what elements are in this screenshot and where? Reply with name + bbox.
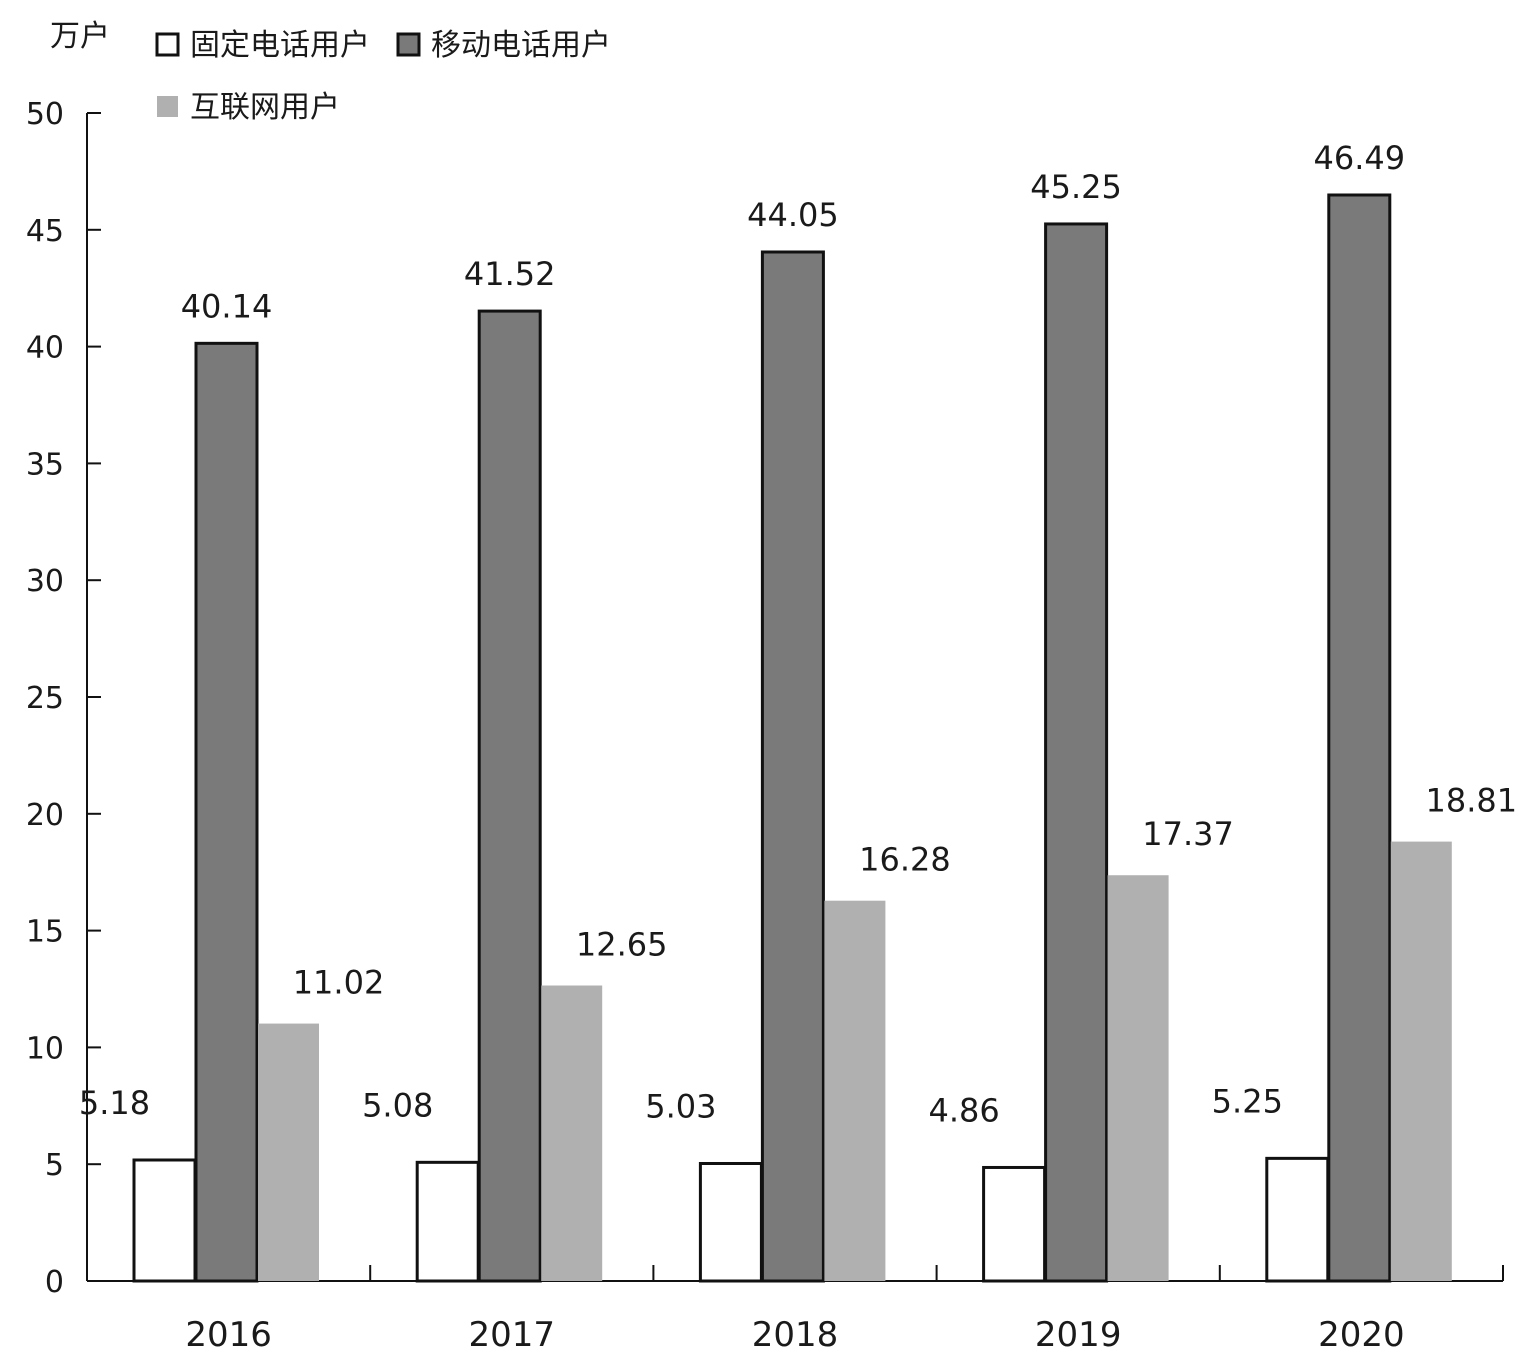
data-label: 41.52 (464, 255, 556, 293)
bar (477, 309, 542, 1283)
y-tick-label: 10 (26, 1031, 64, 1066)
bar (1044, 222, 1109, 1283)
bar (760, 250, 825, 1283)
data-label: 5.18 (79, 1084, 150, 1122)
legend-swatch (155, 32, 180, 57)
bar (698, 1161, 763, 1283)
data-label: 12.65 (576, 925, 668, 963)
bar (824, 900, 886, 1281)
data-label: 46.49 (1313, 139, 1405, 177)
data-labels: 5.18 5.08 5.03 4.86 5.25 40.14 41.52 44.05 45.25… (79, 139, 1517, 1129)
bar (258, 1023, 319, 1281)
bar (1107, 875, 1169, 1281)
y-tick-label: 40 (26, 331, 64, 366)
data-label: 18.81 (1425, 782, 1517, 820)
y-tick-label: 5 (45, 1148, 64, 1183)
x-tick-label: 2019 (1035, 1315, 1122, 1355)
x-tick-label: 2016 (185, 1315, 272, 1355)
data-label: 17.37 (1142, 815, 1234, 853)
data-label: 5.03 (645, 1087, 716, 1125)
data-label: 5.25 (1212, 1082, 1283, 1120)
data-label: 5.08 (362, 1086, 433, 1124)
bar (1327, 193, 1392, 1283)
y-tick-label: 20 (26, 798, 64, 833)
y-tick-label: 15 (26, 915, 64, 950)
y-tick-label: 45 (26, 214, 64, 249)
data-label: 11.02 (293, 964, 385, 1002)
x-tick-label: 2018 (752, 1315, 839, 1355)
legend-label: 互联网用户 (190, 90, 340, 125)
data-label: 44.05 (747, 196, 839, 234)
legend-swatch (157, 96, 178, 117)
bars (132, 193, 1452, 1283)
axes: 0 5 10 15 20 25 30 35 40 45 50 2016 2017 2018 2019 2020 (26, 97, 1504, 1355)
bar (982, 1165, 1047, 1283)
y-tick-label: 30 (26, 564, 64, 599)
bar (541, 985, 603, 1281)
legend-label: 移动电话用户 (431, 28, 611, 63)
x-tick-label: 2020 (1318, 1315, 1405, 1355)
data-label: 40.14 (181, 287, 273, 325)
bar (1265, 1156, 1330, 1283)
data-label: 45.25 (1030, 168, 1122, 206)
bar (194, 341, 259, 1283)
y-tick-label: 50 (26, 97, 64, 132)
legend-label: 固定电话用户 (190, 28, 370, 63)
bar (132, 1158, 197, 1283)
data-label: 16.28 (859, 841, 951, 879)
y-axis-unit: 万户 (50, 19, 110, 54)
legend-swatch (396, 32, 421, 57)
bar (1390, 841, 1452, 1281)
x-tick-label: 2017 (469, 1315, 556, 1355)
bar (415, 1160, 480, 1283)
y-tick-label: 25 (26, 681, 64, 716)
y-tick-label: 0 (45, 1265, 64, 1300)
data-label: 4.86 (928, 1091, 999, 1129)
y-tick-label: 35 (26, 447, 64, 482)
